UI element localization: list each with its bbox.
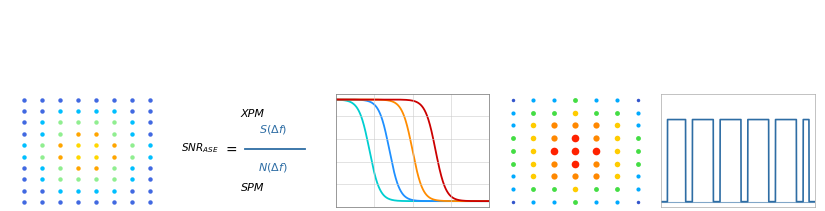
- Text: SPM: SPM: [241, 183, 265, 193]
- Text: $=$: $=$: [224, 142, 238, 156]
- Text: PROBABILISTIC
CONSTELLATION
SHAPING: PROBABILISTIC CONSTELLATION SHAPING: [531, 28, 620, 60]
- Text: XPM: XPM: [241, 109, 265, 119]
- Text: $SNR_{ASE}$: $SNR_{ASE}$: [181, 142, 219, 156]
- Text: HIGHER BAUD &
HIGHER ORDER
MODULATION: HIGHER BAUD & HIGHER ORDER MODULATION: [44, 28, 130, 60]
- Text: NON-LINEAR
COMPENSATION: NON-LINEAR COMPENSATION: [695, 34, 781, 54]
- Text: $S(\Delta f)$: $S(\Delta f)$: [259, 123, 287, 137]
- Text: LINK
MONITORING
ENHANCEMENTS: LINK MONITORING ENHANCEMENTS: [205, 28, 294, 60]
- Text: ENHANCED
CODING GAIN: ENHANCED CODING GAIN: [376, 34, 449, 54]
- Text: $N(\Delta f)$: $N(\Delta f)$: [258, 161, 288, 174]
